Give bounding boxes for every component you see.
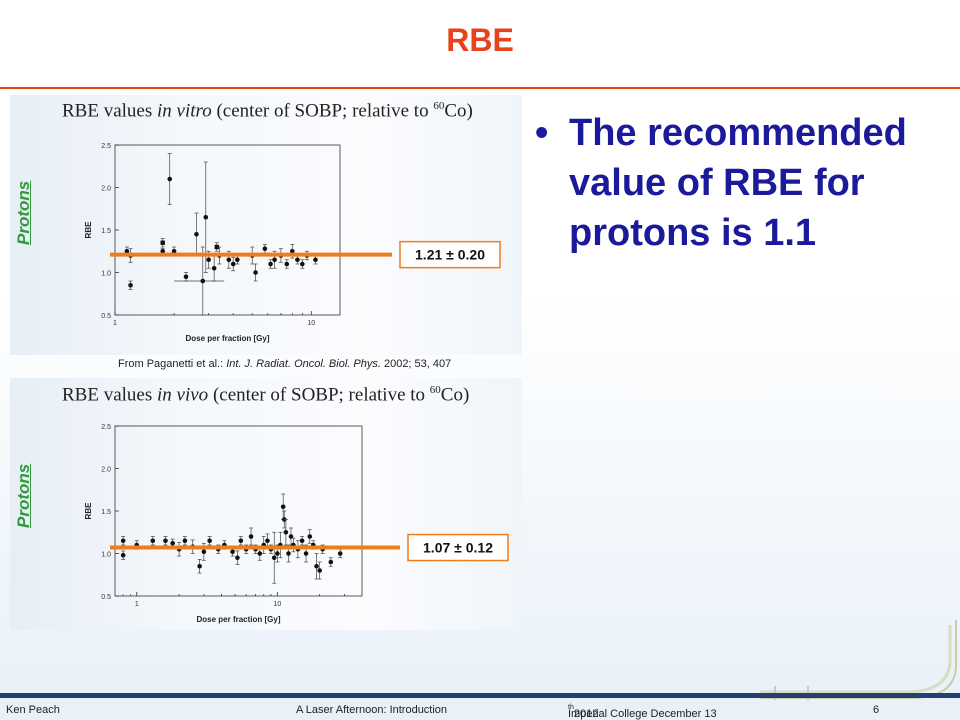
data-point (200, 278, 206, 284)
x-tick-label: 1 (113, 320, 117, 327)
data-point (207, 538, 212, 544)
data-point (128, 282, 133, 288)
data-point (283, 529, 289, 535)
data-point (201, 549, 207, 555)
y-tick-label: 1.0 (101, 552, 111, 559)
x-tick-label: 10 (307, 320, 315, 327)
data-point (203, 214, 209, 220)
data-point (167, 176, 173, 182)
data-point (328, 559, 334, 565)
y-tick-label: 0.5 (101, 594, 111, 601)
data-point (170, 541, 175, 546)
data-point (289, 248, 295, 254)
data-point (313, 257, 318, 263)
data-point (163, 538, 168, 544)
data-point-square (160, 240, 165, 245)
data-point (235, 257, 240, 263)
data-point (226, 257, 232, 263)
footer-author: Ken Peach (6, 704, 60, 716)
y-tick-label: 2.0 (101, 467, 111, 474)
footer-bar (0, 693, 960, 698)
top-chart-panel (10, 95, 522, 355)
data-point (183, 274, 189, 280)
footer-page-number: 6 (873, 704, 880, 716)
plot-frame (114, 425, 363, 597)
top-chart-title: RBE values in vitro (center of SOBP; rel… (62, 100, 473, 122)
data-point (286, 551, 291, 556)
data-point (300, 261, 305, 267)
data-point (171, 248, 177, 254)
footer-talk: A Laser Afternoon: Introduction (296, 704, 448, 716)
data-point (275, 551, 280, 556)
data-point (271, 555, 277, 561)
title-divider (0, 87, 960, 89)
data-point (257, 551, 263, 556)
y-axis-label: RBE (84, 502, 93, 520)
data-point (182, 538, 188, 544)
y-tick-label: 0.5 (101, 313, 111, 320)
data-point (272, 257, 277, 263)
citation: From Paganetti et al.: Int. J. Radiat. O… (118, 358, 452, 370)
data-point-square (214, 244, 219, 250)
top-rbe-chart: 0.5 1.0 1.5 2.0 2.5 1 10 RBE Dose per fraction [… (84, 143, 501, 343)
bottom-chart-panel (10, 378, 522, 630)
data-point (314, 563, 319, 569)
bullet-text: The recommended value of RBE for protons… (569, 112, 907, 254)
data-point (120, 538, 126, 544)
x-tick-label: 10 (273, 601, 281, 608)
data-point (211, 265, 217, 271)
y-axis-label: RBE (84, 221, 93, 239)
data-point (150, 538, 156, 544)
y-tick-label: 1.5 (101, 509, 111, 516)
data-point (280, 504, 286, 510)
data-point (206, 257, 211, 263)
data-point (262, 246, 268, 251)
data-point (299, 538, 305, 544)
data-point (253, 270, 258, 275)
y-tick-label: 2.5 (101, 143, 111, 150)
bottom-rbe-chart: 0.5 1.0 1.5 2.0 2.5 1 10 RBE Dose per fraction [… (84, 424, 509, 624)
rbe-annotation-box (407, 533, 509, 562)
data-point (124, 248, 130, 254)
rbe-annotation-text: 1.21 ± 0.20 (415, 247, 485, 263)
data-point (337, 551, 343, 556)
y-tick-label: 1.0 (101, 271, 111, 278)
data-point (235, 555, 240, 561)
data-point (303, 551, 309, 556)
data-point (268, 261, 273, 267)
y-tick-label: 2.5 (101, 424, 111, 431)
data-point (307, 534, 313, 539)
data-point (230, 261, 236, 267)
data-point (160, 248, 166, 254)
bullet-point: • The recommended value of RBE for proto… (535, 108, 955, 258)
plot-frame (114, 144, 341, 316)
decorative-swoosh (760, 620, 957, 700)
footer: Ken Peach A Laser Afternoon: Introductio… (0, 700, 960, 720)
top-protons-label: Protons (14, 180, 33, 245)
bottom-protons-label: Protons (14, 463, 33, 528)
rbe-annotation-text: 1.07 ± 0.12 (423, 540, 493, 556)
bullet-marker: • (535, 112, 549, 154)
data-point (230, 549, 235, 555)
data-point (238, 538, 244, 544)
data-point (295, 257, 300, 263)
y-tick-label: 1.5 (101, 228, 111, 235)
data-point (194, 231, 199, 237)
slide-title: RBE (446, 22, 514, 58)
data-point (317, 568, 322, 573)
x-axis-label: Dose per fraction [Gy] (185, 334, 269, 343)
y-tick-label: 2.0 (101, 186, 111, 193)
data-point (288, 534, 294, 539)
bottom-chart-title: RBE values in vivo (center of SOBP; rela… (62, 384, 470, 406)
x-axis-label: Dose per fraction [Gy] (196, 615, 280, 624)
data-point (265, 538, 270, 544)
x-tick-label: 1 (135, 601, 139, 608)
data-point (284, 261, 290, 267)
data-point (120, 552, 126, 558)
data-point (197, 563, 202, 569)
rbe-annotation-box (399, 240, 501, 269)
data-point (248, 534, 254, 539)
